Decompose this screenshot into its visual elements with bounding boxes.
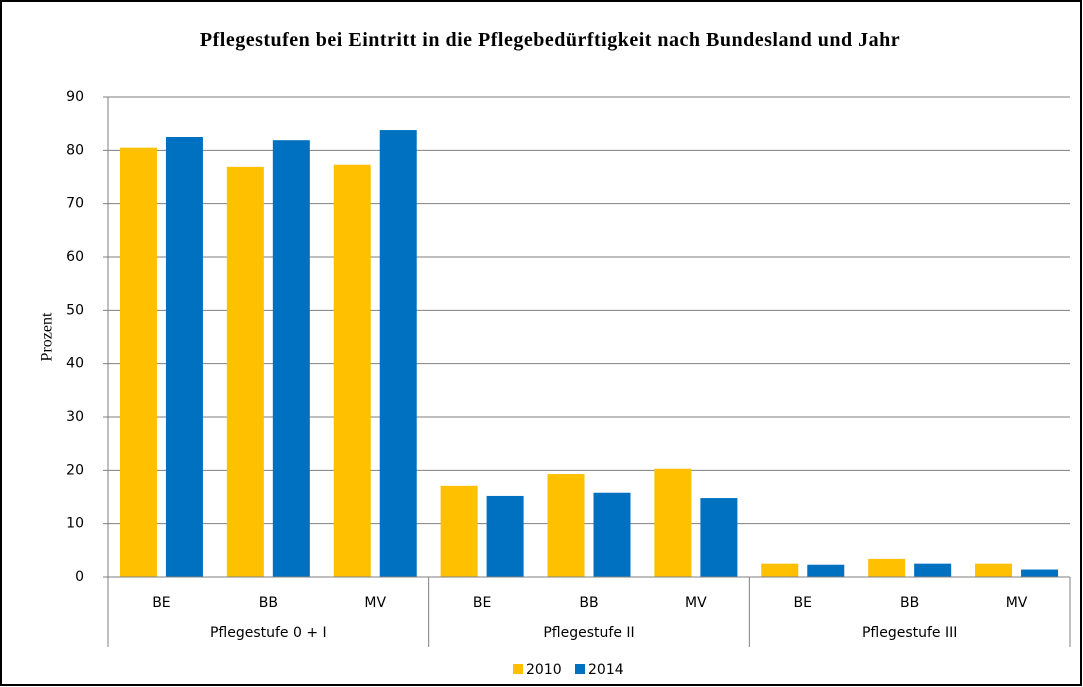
bar xyxy=(272,140,310,577)
y-tick-label: 10 xyxy=(66,516,84,532)
legend-label: 2010 xyxy=(526,662,562,678)
bar xyxy=(914,563,952,577)
bar xyxy=(486,495,524,577)
y-tick-label: 30 xyxy=(66,409,84,425)
bar xyxy=(593,492,631,577)
y-axis-label: Prozent xyxy=(39,312,56,361)
group-label: Pflegestufe II xyxy=(543,625,634,641)
x-tick-label: MV xyxy=(1006,595,1028,611)
legend-label: 2014 xyxy=(588,662,624,678)
legend-swatch xyxy=(513,664,523,674)
legend-swatch xyxy=(575,664,585,674)
bar xyxy=(333,164,371,577)
x-tick-label: BB xyxy=(259,595,278,611)
bar xyxy=(700,498,738,577)
bar xyxy=(226,166,264,577)
bar xyxy=(165,137,203,577)
y-tick-label: 80 xyxy=(66,142,84,158)
x-tick-label: BE xyxy=(473,595,491,611)
bar xyxy=(654,468,692,577)
y-tick-label: 70 xyxy=(66,196,84,212)
bar xyxy=(440,485,478,577)
bar xyxy=(119,147,157,577)
y-tick-label: 90 xyxy=(66,89,84,105)
x-tick-label: MV xyxy=(364,595,386,611)
chart-title: Pflegestufen bei Eintritt in die Pflegeb… xyxy=(199,29,901,51)
bar xyxy=(1021,569,1059,577)
y-tick-label: 20 xyxy=(66,462,84,478)
group-label: Pflegestufe III xyxy=(862,625,957,641)
bar xyxy=(807,564,845,577)
x-tick-label: BB xyxy=(900,595,919,611)
bar xyxy=(975,563,1013,577)
x-tick-label: BE xyxy=(794,595,812,611)
y-tick-label: 0 xyxy=(75,569,84,585)
x-tick-label: BE xyxy=(152,595,170,611)
x-tick-label: BB xyxy=(579,595,598,611)
bar xyxy=(379,130,417,578)
group-label: Pflegestufe 0 + I xyxy=(210,625,327,641)
y-tick-label: 50 xyxy=(66,302,84,318)
bar xyxy=(868,558,906,577)
bar xyxy=(761,563,799,577)
y-tick-label: 40 xyxy=(66,356,84,372)
x-tick-label: MV xyxy=(685,595,707,611)
y-tick-label: 60 xyxy=(66,249,84,265)
bar xyxy=(547,474,585,577)
